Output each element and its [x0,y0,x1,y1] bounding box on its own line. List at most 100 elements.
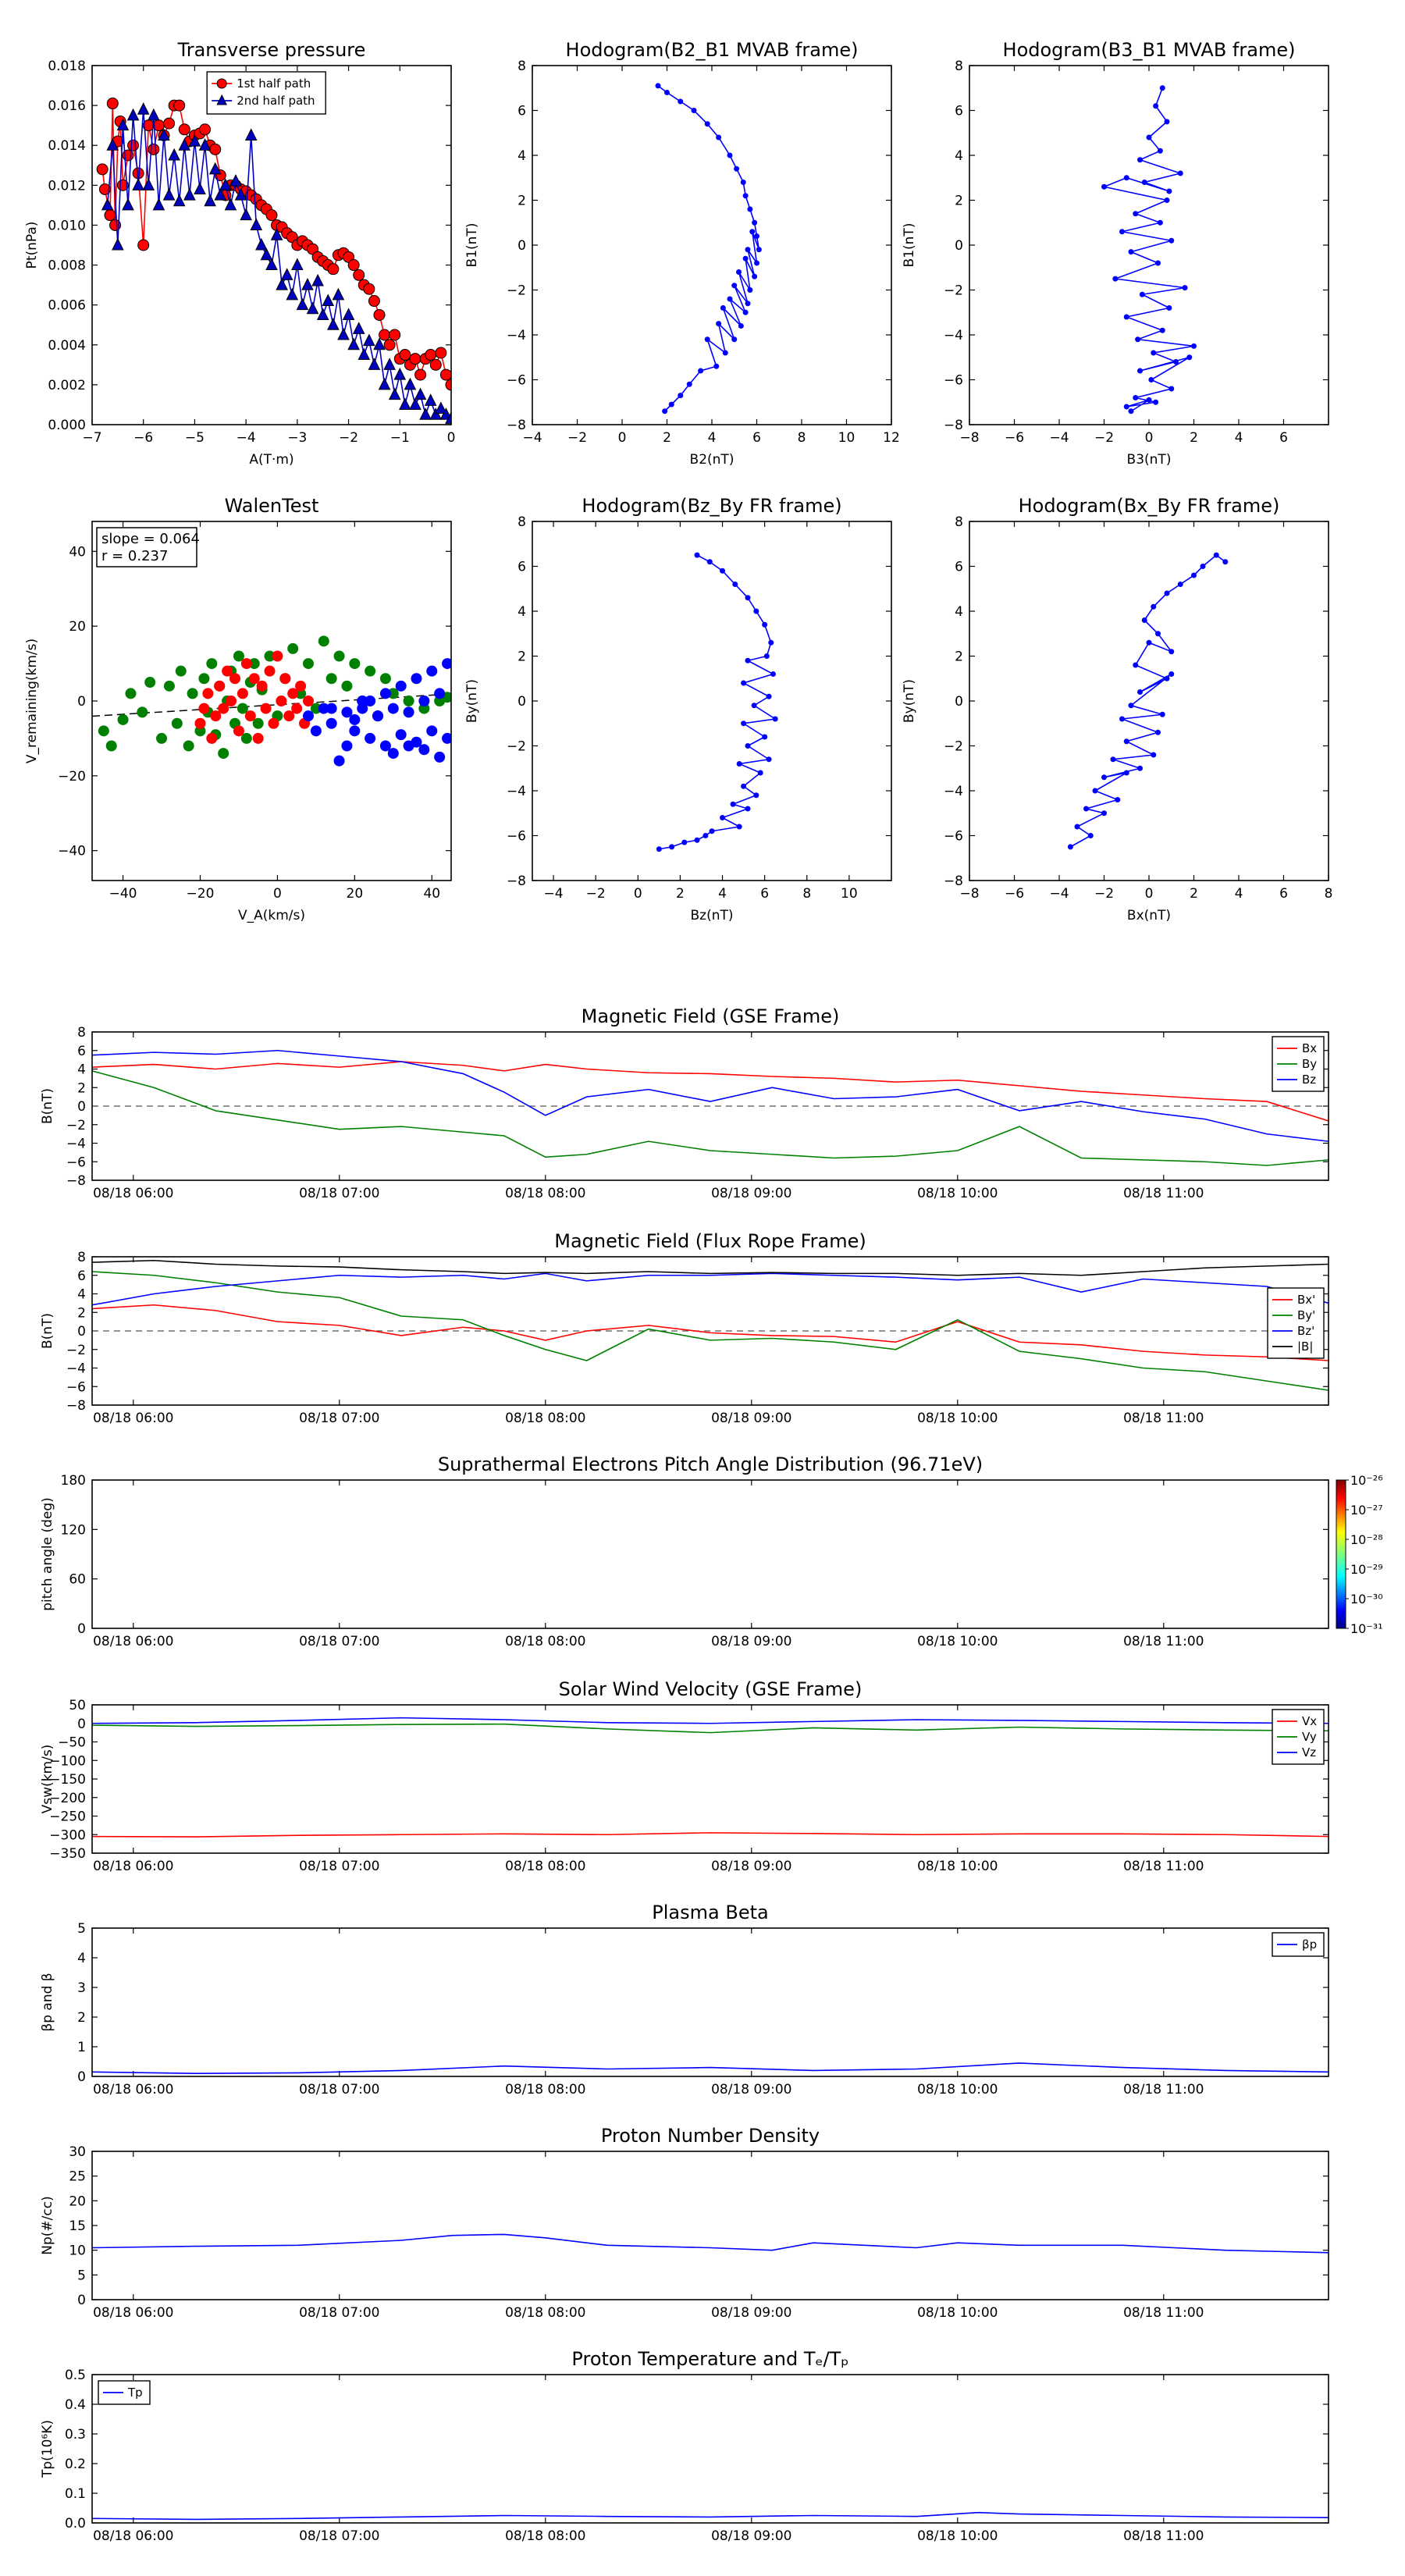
x-axis-label: A(T·m) [249,452,293,468]
data-point [411,673,422,685]
legend-entry: Bz' [1297,1324,1314,1338]
y-tick-label: 180 [61,1473,86,1489]
x-tick-label: 08/18 06:00 [93,1634,173,1649]
y-tick-label: −100 [49,1753,86,1769]
chart-np: Proton Number Density 08/18 06:00 08/18 07… [40,2125,1329,2321]
series-line [92,1070,1329,1166]
y-tick-label: 20 [69,619,86,635]
y-tick-label: 60 [69,1572,86,1588]
x-tick-label: 08/18 06:00 [93,1186,173,1201]
data-point [1123,738,1129,745]
data-point [664,90,670,95]
x-tick-label: −7 [82,430,101,446]
data-point [318,703,329,714]
y-tick-label: 2 [77,1305,86,1321]
data-point [337,327,350,340]
data-point [194,717,206,729]
data-point [731,336,738,343]
data-point [341,706,353,718]
data-point [418,696,430,706]
x-tick-label: −6 [1005,430,1024,446]
data-point [287,642,299,654]
data-point [194,725,206,737]
data-point [349,725,361,737]
y-tick-label: 4 [518,148,526,164]
y-tick-label: 6 [955,560,963,575]
x-tick-label: 10 [841,886,858,902]
data-point [742,255,749,262]
data-point [738,323,744,329]
x-tick-label: −2 [586,886,606,902]
data-point [1119,716,1125,722]
data-point [270,228,283,240]
data-point [327,318,340,330]
x-tick-label: 08/18 08:00 [505,1634,585,1649]
data-point [379,688,391,699]
data-point [747,206,753,212]
data-point [1164,197,1170,203]
data-point [1146,397,1152,403]
data-point [389,329,401,341]
legend-entry: By' [1297,1308,1315,1322]
series-0 [1101,85,1197,415]
data-point [704,121,710,127]
y-tick-label: 6 [518,560,526,575]
plot-area [1067,552,1229,850]
data-point [283,710,295,722]
colorbar-scale [1336,1479,1346,1629]
x-tick-label: 10 [838,430,855,446]
data-point [766,756,772,763]
data-point [276,696,287,706]
data-point [1110,756,1116,763]
data-point [199,123,212,136]
data-point [694,837,700,843]
x-tick-label: −40 [109,886,137,902]
chart-title: Hodogram(Bx_By FR frame) [1019,495,1280,517]
data-point [434,688,446,699]
data-point [1137,765,1143,771]
series-Bz [92,1272,1329,1306]
chart-walen: WalenTest −40 −20 0 20 40 −40 −20 0 20 40 V_A(km/s)… [24,495,452,923]
y-tick-label: −6 [66,1155,86,1170]
legend: 1st half path 2nd half path [206,71,326,115]
y-axis-label: B1(nT) [902,223,917,268]
data-point [393,367,407,380]
data-point [1067,844,1073,850]
data-point [655,83,661,89]
plot-frame [969,65,1329,425]
data-point [1137,689,1143,695]
data-point [742,193,749,199]
data-point [248,673,260,685]
x-axis-label: Bz(nT) [690,908,733,923]
data-point [1191,343,1197,349]
data-point [229,673,241,685]
data-point [132,178,144,190]
chart-title: Magnetic Field (GSE Frame) [582,1005,840,1027]
data-point [727,296,733,302]
y-axis-label: V_remaining(km/s) [24,639,40,763]
y-tick-label: −50 [58,1735,86,1751]
data-point [162,187,176,201]
data-point [403,696,414,706]
data-point [301,277,314,290]
data-point [1151,603,1157,610]
data-point [188,133,201,147]
data-point [678,98,684,105]
x-tick-label: 08/18 11:00 [1123,2528,1204,2544]
y-tick-label: 2 [955,194,963,209]
data-point [280,268,293,280]
data-point [766,693,772,699]
data-point [1166,188,1172,194]
chart-tp: Transverse pressure −7 −6 −5 −4 −3 −2 −1 0 0.000 0… [24,39,455,468]
x-tick-label: −4 [544,886,564,902]
series-line [92,2511,1329,2521]
series-Bz [92,1049,1329,1142]
data-point [439,368,451,381]
data-point [1157,148,1163,154]
data-point [279,673,291,685]
data-point [302,710,314,722]
chart-h4: Hodogram(Bx_By FR frame) −8 −6 −4 −2 0 2 4 6 8 −8 −… [902,495,1332,923]
data-point [763,653,770,659]
data-point [409,353,422,365]
